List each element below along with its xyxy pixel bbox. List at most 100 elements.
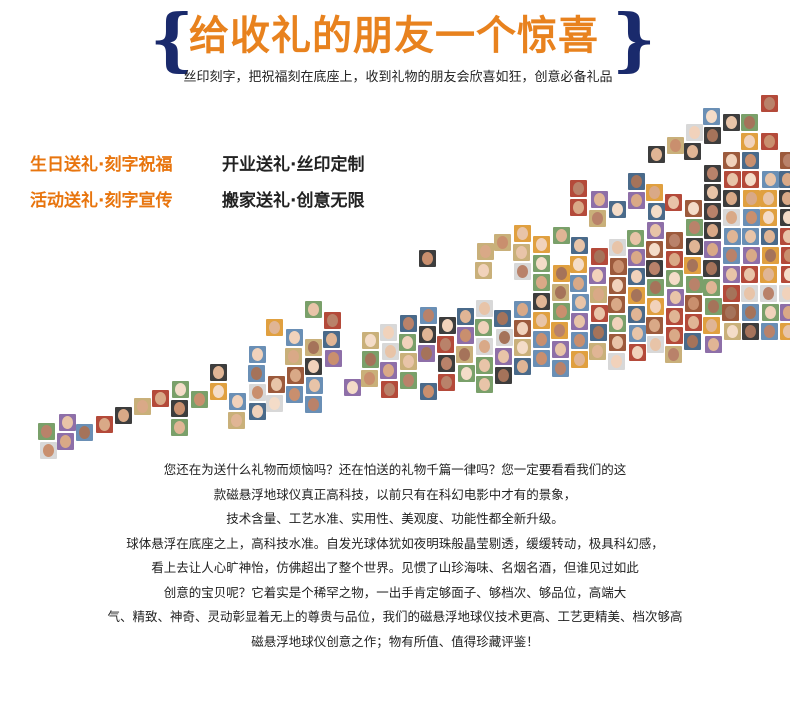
face-photo-tile — [723, 190, 740, 207]
face-icon — [574, 315, 585, 328]
face-photo-tile — [779, 171, 790, 188]
face-photo-tile — [780, 228, 790, 245]
face-icon — [687, 259, 698, 272]
face-photo-tile — [438, 355, 455, 372]
face-photo-tile — [572, 294, 589, 311]
face-photo-tile — [552, 284, 569, 301]
face-photo-tile — [96, 416, 113, 433]
face-icon — [308, 398, 319, 411]
face-photo-tile — [477, 243, 494, 260]
face-icon — [251, 367, 262, 380]
face-photo-tile — [667, 137, 684, 154]
face-icon — [783, 154, 790, 167]
face-photo-tile — [742, 171, 759, 188]
description-line: 创意的宝贝呢？它着实是个稀罕之物，一出手肯定够面子、够档次、够品位，高端大 — [163, 584, 627, 600]
face-icon — [594, 307, 605, 320]
header-banner: { 给收礼的朋友一个惊喜 } 丝印刻字，把祝福刻在底座上，收到礼物的朋友会欣喜如… — [0, 0, 790, 110]
face-icon — [536, 352, 547, 365]
face-photo-tile — [533, 293, 550, 310]
right-brace-icon: } — [612, 0, 656, 80]
face-photo-tile — [646, 317, 663, 334]
face-icon — [687, 335, 698, 348]
face-icon — [650, 224, 661, 237]
face-photo-tile — [570, 275, 587, 292]
face-icon — [726, 154, 737, 167]
face-icon — [612, 317, 623, 330]
face-icon — [174, 421, 185, 434]
face-photo-tile — [762, 171, 779, 188]
face-icon — [459, 348, 470, 361]
face-icon — [194, 393, 205, 406]
face-photo-tile — [703, 279, 720, 296]
face-photo-tile — [399, 334, 416, 351]
face-photo-tile — [665, 346, 682, 363]
face-icon — [536, 333, 547, 346]
face-photo-tile — [287, 367, 304, 384]
face-photo-tile — [475, 319, 492, 336]
face-photo-tile — [285, 348, 302, 365]
face-photo-tile — [57, 433, 74, 450]
face-photo-tile — [570, 256, 587, 273]
page-title: 给收礼的朋友一个惊喜 — [189, 13, 599, 59]
face-photo-tile — [628, 268, 645, 285]
face-icon — [650, 300, 661, 313]
face-photo-tile — [514, 339, 531, 356]
face-icon — [594, 193, 605, 206]
face-icon — [555, 362, 566, 375]
face-photo-tile — [400, 372, 417, 389]
face-icon — [650, 338, 661, 351]
face-icon — [479, 340, 490, 353]
face-icon — [385, 345, 396, 358]
face-photo-tile — [476, 338, 493, 355]
face-icon — [707, 224, 718, 237]
face-photo-tile — [362, 351, 379, 368]
face-photo-tile — [590, 324, 607, 341]
face-icon — [745, 325, 756, 338]
face-icon — [593, 326, 604, 339]
face-icon — [137, 400, 148, 413]
face-icon — [688, 202, 699, 215]
face-photo-tile — [553, 265, 570, 282]
face-photo-tile — [210, 364, 227, 381]
face-photo-tile — [152, 390, 169, 407]
face-photo-tile — [382, 343, 399, 360]
face-icon — [41, 425, 52, 438]
face-icon — [536, 257, 547, 270]
face-photo-tile — [704, 165, 721, 182]
face-photo-tile — [666, 327, 683, 344]
face-icon — [592, 269, 603, 282]
face-icon — [612, 241, 623, 254]
face-icon — [593, 288, 604, 301]
face-photo-tile — [514, 225, 531, 242]
face-icon — [745, 154, 756, 167]
face-icon — [650, 281, 661, 294]
face-icon — [746, 211, 757, 224]
face-icon — [479, 378, 490, 391]
face-photo-tile — [762, 304, 779, 321]
face-icon — [517, 322, 528, 335]
face-photo-tile — [629, 344, 646, 361]
face-icon — [689, 126, 700, 139]
face-icon — [402, 336, 413, 349]
face-icon — [592, 212, 603, 225]
face-icon — [421, 347, 432, 360]
face-photo-tile — [705, 336, 722, 353]
face-icon — [765, 173, 776, 186]
face-photo-tile — [667, 289, 684, 306]
face-photo-tile — [437, 336, 454, 353]
face-photo-tile — [723, 247, 740, 264]
face-icon — [423, 309, 434, 322]
face-photo-tile — [648, 146, 665, 163]
description-line: 看上去让人心旷神怡，仿佛超出了整个世界。见惯了山珍海味、名烟名酒，但谁见过如此 — [151, 560, 639, 575]
face-icon — [60, 435, 71, 448]
face-photo-tile — [703, 317, 720, 334]
face-photo-tile — [684, 257, 701, 274]
face-icon — [746, 192, 757, 205]
face-photo-tile — [494, 310, 511, 327]
face-photo-tile — [685, 314, 702, 331]
face-icon — [746, 249, 757, 262]
face-icon — [707, 243, 718, 256]
face-icon — [79, 426, 90, 439]
face-photo-tile — [761, 228, 778, 245]
face-photo-tile — [458, 365, 475, 382]
